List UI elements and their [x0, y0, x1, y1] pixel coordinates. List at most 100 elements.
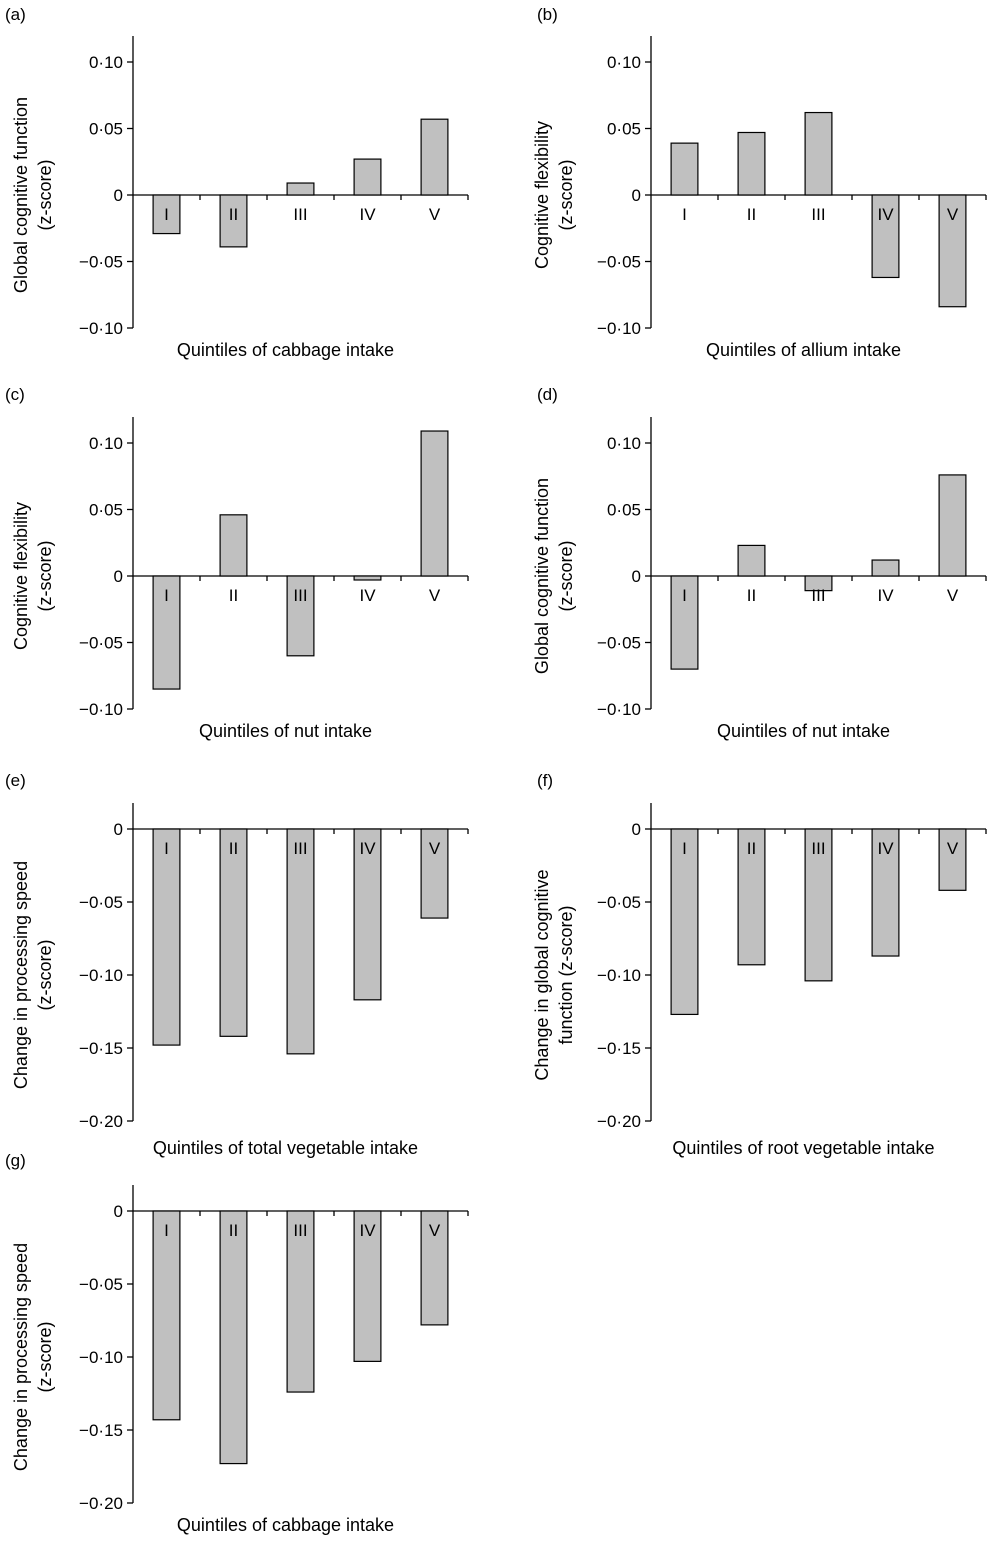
y-tick-label: 0·05	[607, 501, 641, 520]
category-label: I	[164, 1221, 169, 1240]
y-tick-label: −0·05	[597, 893, 641, 912]
y-tick-label: −0·10	[597, 966, 641, 985]
bar-III	[804, 111, 833, 196]
bar-I	[670, 575, 699, 670]
y-tick-label: 0·10	[89, 53, 123, 72]
category-label: I	[682, 839, 687, 858]
bar-III	[286, 575, 315, 657]
category-label: II	[229, 205, 238, 224]
y-tick-label: −0·20	[79, 1494, 123, 1513]
y-tick-label: 0	[114, 1202, 123, 1221]
category-label: IV	[359, 205, 376, 224]
bar-II	[219, 828, 248, 1037]
category-label: III	[293, 1221, 307, 1240]
category-label: I	[164, 586, 169, 605]
y-axis-label: Cognitive flexibility	[532, 121, 552, 269]
panel-label: (g)	[5, 1151, 26, 1170]
chart-panel-d: (d)0·100·050−0·05−0·10I II III IV VQuintiles…	[532, 385, 987, 741]
bar-III	[804, 828, 833, 982]
category-label: V	[429, 839, 441, 858]
bar-I	[152, 1210, 181, 1421]
bar-V	[938, 828, 967, 891]
chart-panel-f: (f)0−0·05−0·10−0·15−0·20I II III IV VQuintil…	[532, 771, 987, 1158]
y-tick-label: −0·20	[79, 1112, 123, 1131]
category-label: V	[947, 839, 959, 858]
y-tick-label: −0·10	[79, 1348, 123, 1367]
chart-panel-a: (a)0·100·050−0·05−0·10I II III IV VQuintiles…	[5, 5, 469, 360]
y-tick-label: −0·05	[79, 1275, 123, 1294]
category-label: II	[229, 586, 238, 605]
y-tick-label: −0·05	[79, 634, 123, 653]
bar-III	[286, 182, 315, 196]
bar-IV	[353, 1210, 382, 1362]
bar-III	[286, 1210, 315, 1393]
chart-panel-e: (e)0−0·05−0·10−0·15−0·20I II III IV VQuintil…	[5, 771, 469, 1158]
category-label: III	[811, 586, 825, 605]
y-axis-label: Global cognitive function	[532, 478, 552, 674]
y-tick-label: 0	[114, 820, 123, 839]
x-axis-label: Quintiles of total vegetable intake	[153, 1138, 418, 1158]
category-label: III	[293, 839, 307, 858]
x-axis-label: Quintiles of nut intake	[199, 721, 372, 741]
category-label: II	[229, 839, 238, 858]
category-label: III	[293, 205, 307, 224]
bar-V	[420, 1210, 449, 1326]
y-tick-label: −0·05	[597, 634, 641, 653]
category-label: IV	[359, 839, 376, 858]
bar-II	[219, 1210, 248, 1465]
category-label: II	[229, 1221, 238, 1240]
bar-I	[152, 575, 181, 690]
x-axis-label: Quintiles of cabbage intake	[177, 1515, 394, 1535]
y-axis-label-units: (z-score)	[35, 541, 55, 612]
chart-panel-g: (g)0−0·05−0·10−0·15−0·20I II III IV VQuintil…	[5, 1151, 469, 1535]
bar-II	[737, 131, 766, 196]
y-tick-label: −0·10	[597, 319, 641, 338]
bar-I	[670, 142, 699, 196]
y-axis-label: Global cognitive function	[11, 97, 31, 293]
bar-II	[219, 514, 248, 577]
y-axis-label-units: (z-score)	[35, 1322, 55, 1393]
category-label: I	[164, 839, 169, 858]
category-label: I	[682, 205, 687, 224]
category-label: II	[747, 205, 756, 224]
panel-label: (c)	[5, 385, 25, 404]
bar-IV	[871, 828, 900, 957]
category-label: III	[811, 205, 825, 224]
bar-III	[286, 828, 315, 1055]
y-tick-label: 0	[632, 820, 641, 839]
category-label: V	[947, 205, 959, 224]
y-tick-label: 0	[632, 567, 641, 586]
y-axis-label-units: (z-score)	[556, 541, 576, 612]
bar-II	[219, 194, 248, 248]
category-label: I	[164, 205, 169, 224]
y-tick-label: 0·10	[89, 434, 123, 453]
x-axis-label: Quintiles of nut intake	[717, 721, 890, 741]
y-tick-label: −0·15	[79, 1039, 123, 1058]
x-axis-label: Quintiles of cabbage intake	[177, 340, 394, 360]
y-tick-label: −0·15	[597, 1039, 641, 1058]
y-axis-label: Cognitive flexibility	[11, 502, 31, 650]
bar-V	[938, 474, 967, 577]
y-axis-label-units: (z-score)	[35, 940, 55, 1011]
category-label: IV	[877, 839, 894, 858]
category-label: IV	[877, 586, 894, 605]
y-tick-label: 0·05	[89, 501, 123, 520]
bar-I	[152, 194, 181, 235]
bar-V	[938, 194, 967, 308]
y-tick-label: 0·10	[607, 434, 641, 453]
panel-label: (e)	[5, 771, 26, 790]
y-tick-label: −0·05	[79, 253, 123, 272]
category-label: II	[747, 839, 756, 858]
y-axis-label-units: (z-score)	[35, 160, 55, 231]
chart-panel-c: (c)0·100·050−0·05−0·10I II III IV VQuintiles…	[5, 385, 469, 741]
y-axis-label-units: function (z-score)	[556, 905, 576, 1044]
category-label: IV	[359, 586, 376, 605]
category-label: IV	[877, 205, 894, 224]
category-label: V	[429, 586, 441, 605]
bar-V	[420, 118, 449, 196]
y-tick-label: −0·15	[79, 1421, 123, 1440]
panel-label: (d)	[537, 385, 558, 404]
y-tick-label: −0·10	[79, 319, 123, 338]
bar-IV	[353, 575, 382, 581]
bar-IV	[871, 559, 900, 577]
